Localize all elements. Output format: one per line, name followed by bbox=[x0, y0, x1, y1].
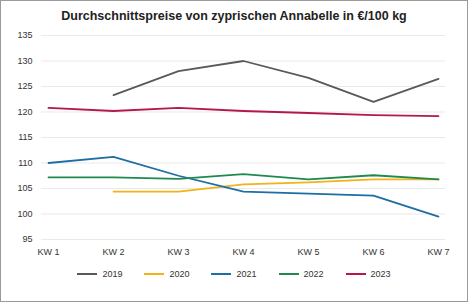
svg-text:100: 100 bbox=[17, 209, 32, 219]
svg-text:KW 4: KW 4 bbox=[232, 247, 254, 257]
svg-text:120: 120 bbox=[17, 107, 32, 117]
svg-text:KW 5: KW 5 bbox=[297, 247, 319, 257]
html-text:2023: 2023 bbox=[370, 269, 391, 279]
svg-text:105: 105 bbox=[17, 183, 32, 193]
svg-text:115: 115 bbox=[18, 132, 32, 142]
html-text:2020: 2020 bbox=[169, 269, 190, 279]
svg-text:KW 2: KW 2 bbox=[102, 247, 124, 257]
svg-text:130: 130 bbox=[17, 56, 32, 66]
svg-text:KW 6: KW 6 bbox=[362, 247, 384, 257]
svg-text:135: 135 bbox=[17, 30, 32, 40]
html-text:2021: 2021 bbox=[236, 269, 257, 279]
svg-text:95: 95 bbox=[22, 234, 32, 244]
svg-text:125: 125 bbox=[17, 81, 32, 91]
html-text:2022: 2022 bbox=[303, 269, 324, 279]
html-text:2019: 2019 bbox=[102, 269, 123, 279]
svg-text:KW 1: KW 1 bbox=[37, 247, 59, 257]
svg-text:KW 7: KW 7 bbox=[427, 247, 449, 257]
svg-text:110: 110 bbox=[18, 158, 32, 168]
svg-text:KW 3: KW 3 bbox=[167, 247, 189, 257]
html-text:Durchschnittspreise von zypris: Durchschnittspreise von zyprischen Annab… bbox=[61, 9, 407, 23]
